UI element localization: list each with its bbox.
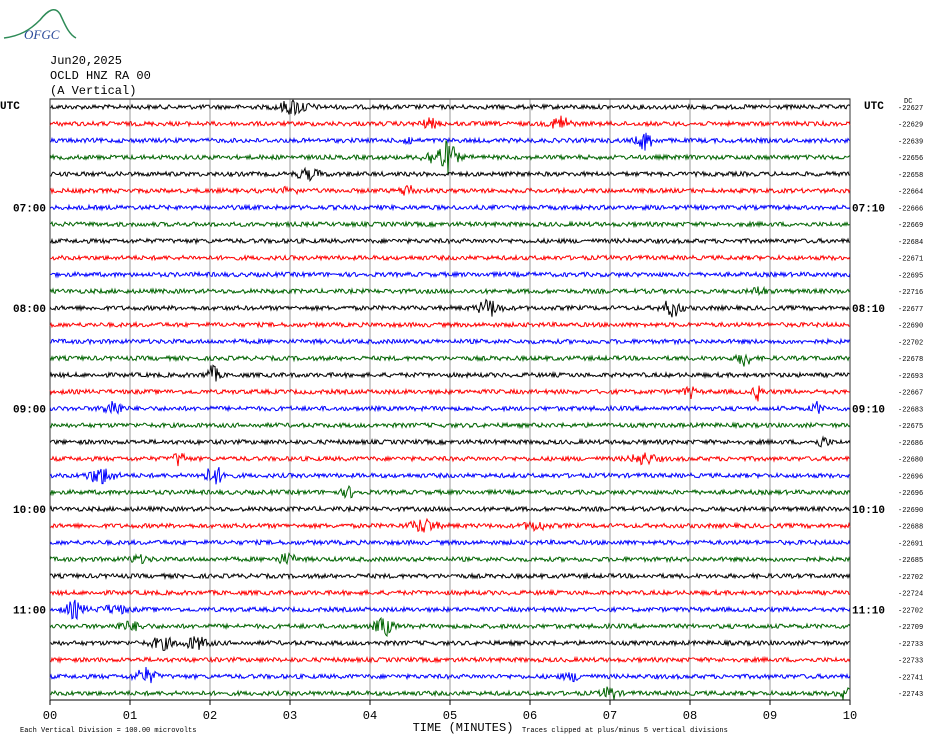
right-time-label: 08:10 [852, 304, 885, 316]
x-tick-label: 00 [43, 709, 57, 723]
title-line: (A Vertical) [50, 84, 136, 98]
x-tick-label: 08 [683, 709, 697, 723]
dc-label: -22678 [898, 356, 923, 364]
dc-label: -22664 [898, 189, 923, 197]
left-time-label: 09:00 [13, 404, 46, 416]
left-time-label: 08:00 [13, 304, 46, 316]
dc-label: -22693 [898, 373, 923, 381]
dc-label: -22667 [898, 390, 923, 398]
right-time-label: 11:10 [852, 605, 885, 617]
logo: OFGC [3, 9, 77, 42]
dc-label: -22690 [898, 507, 923, 515]
x-tick-label: 02 [203, 709, 217, 723]
logo-text: OFGC [24, 27, 60, 42]
dc-label: -22627 [898, 105, 923, 113]
dc-label: -22696 [898, 473, 923, 481]
dc-label: -22702 [898, 339, 923, 347]
dc-label: -22658 [898, 172, 923, 180]
dc-label: -22669 [898, 222, 923, 230]
dc-label: -22680 [898, 457, 923, 465]
dc-label: -22671 [898, 256, 923, 264]
dc-label: -22695 [898, 272, 923, 280]
x-tick-label: 03 [283, 709, 297, 723]
dc-label: -22709 [898, 624, 923, 632]
dc-label: -22685 [898, 557, 923, 565]
dc-label: -22675 [898, 423, 923, 431]
footer-right: Traces clipped at plus/minus 5 vertical … [522, 727, 728, 735]
right-time-label: 07:10 [852, 203, 885, 215]
right-axis-title: UTC [864, 101, 884, 113]
left-time-label: 07:00 [13, 203, 46, 215]
dc-label: -22716 [898, 289, 923, 297]
dc-label: -22688 [898, 524, 923, 532]
dc-label: -22733 [898, 641, 923, 649]
x-tick-label: 07 [603, 709, 617, 723]
left-axis-title: UTC [0, 101, 20, 113]
x-tick-label: 06 [523, 709, 537, 723]
right-time-label: 10:10 [852, 505, 885, 517]
dc-label: -22696 [898, 490, 923, 498]
dc-label: -22733 [898, 658, 923, 666]
logo-mountain [3, 9, 77, 39]
right-time-label: 09:10 [852, 404, 885, 416]
dc-label: -22743 [898, 691, 923, 699]
dc-label: -22686 [898, 440, 923, 448]
x-tick-label: 10 [843, 709, 857, 723]
x-tick-label: 09 [763, 709, 777, 723]
dc-label: -22702 [898, 607, 923, 615]
dc-label: -22690 [898, 323, 923, 331]
left-time-label: 11:00 [13, 605, 46, 617]
x-tick-label: 01 [123, 709, 137, 723]
title-line: Jun20,2025 [50, 54, 122, 68]
left-time-label: 10:00 [13, 505, 46, 517]
dc-title: DC [904, 98, 912, 106]
x-tick-label: 05 [443, 709, 457, 723]
dc-label: -22684 [898, 239, 923, 247]
dc-label: -22677 [898, 306, 923, 314]
dc-label: -22702 [898, 574, 923, 582]
x-axis-title: TIME (MINUTES) [413, 721, 514, 735]
footer-left: Each Vertical Division = 100.00 microvol… [20, 727, 196, 735]
x-tick-label: 04 [363, 709, 377, 723]
dc-label: -22741 [898, 674, 923, 682]
dc-label: -22639 [898, 138, 923, 146]
title-line: OCLD HNZ RA 00 [50, 69, 151, 83]
dc-label: -22691 [898, 540, 923, 548]
dc-label: -22683 [898, 406, 923, 414]
dc-label: -22724 [898, 591, 923, 599]
dc-label: -22656 [898, 155, 923, 163]
dc-label: -22629 [898, 122, 923, 130]
dc-label: -22666 [898, 205, 923, 213]
